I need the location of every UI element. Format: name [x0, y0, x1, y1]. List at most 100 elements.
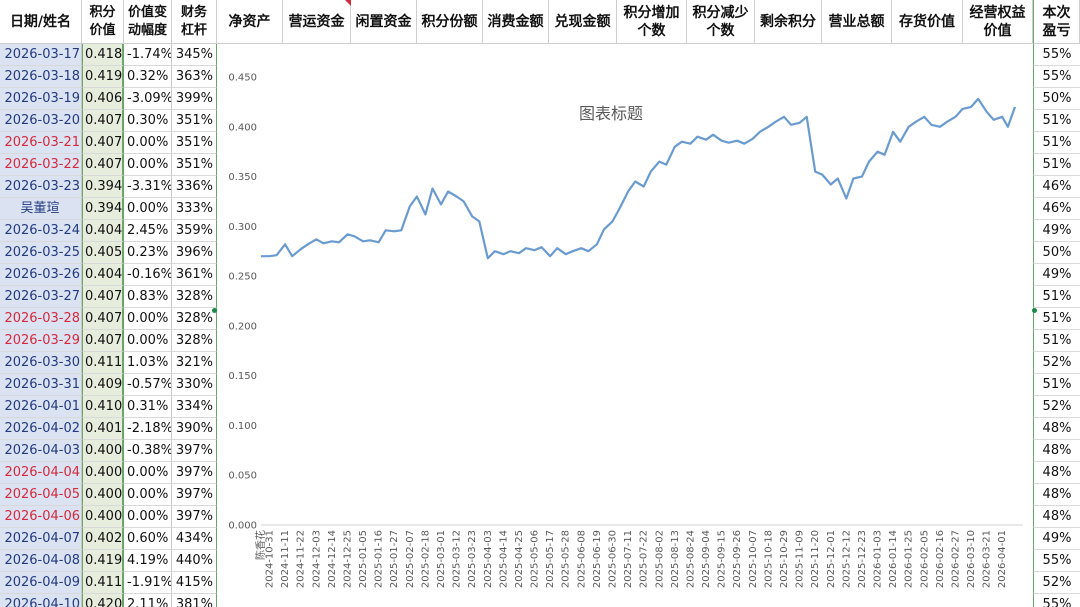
leverage-cell[interactable]: 399% [172, 88, 217, 110]
header-net-assets[interactable]: 净资产 [217, 0, 283, 44]
date-cell[interactable]: 2026-03-21 [0, 132, 82, 154]
header-consume-amount[interactable]: 消费金额 [483, 0, 549, 44]
leverage-cell[interactable]: 328% [172, 286, 217, 308]
date-cell[interactable]: 2026-04-01 [0, 396, 82, 418]
value-cell[interactable]: 0.420 [82, 594, 124, 607]
change-cell[interactable]: 4.19% [124, 550, 172, 572]
date-cell[interactable]: 2026-04-07 [0, 528, 82, 550]
profit-cell[interactable]: 55% [1033, 66, 1080, 88]
date-cell[interactable]: 2026-03-25 [0, 242, 82, 264]
change-cell[interactable]: 0.00% [124, 484, 172, 506]
header-points-share[interactable]: 积分份额 [417, 0, 483, 44]
value-cell[interactable]: 0.407 [82, 154, 124, 176]
change-cell[interactable]: 2.11% [124, 594, 172, 607]
profit-cell[interactable]: 46% [1033, 198, 1080, 220]
leverage-cell[interactable]: 345% [172, 44, 217, 66]
leverage-cell[interactable]: 359% [172, 220, 217, 242]
change-cell[interactable]: -0.57% [124, 374, 172, 396]
value-cell[interactable]: 0.419 [82, 66, 124, 88]
profit-cell[interactable]: 52% [1033, 396, 1080, 418]
leverage-cell[interactable]: 440% [172, 550, 217, 572]
leverage-cell[interactable]: 328% [172, 308, 217, 330]
value-cell[interactable]: 0.407 [82, 330, 124, 352]
profit-cell[interactable]: 55% [1033, 594, 1080, 607]
leverage-cell[interactable]: 397% [172, 484, 217, 506]
change-cell[interactable]: 1.03% [124, 352, 172, 374]
value-cell[interactable]: 0.401 [82, 418, 124, 440]
value-cell[interactable]: 0.400 [82, 462, 124, 484]
change-cell[interactable]: 0.00% [124, 330, 172, 352]
date-cell[interactable]: 2026-04-06 [0, 506, 82, 528]
date-cell[interactable]: 2026-03-23 [0, 176, 82, 198]
value-cell[interactable]: 0.402 [82, 528, 124, 550]
value-cell[interactable]: 0.404 [82, 220, 124, 242]
date-cell[interactable]: 2026-03-18 [0, 66, 82, 88]
change-cell[interactable]: 0.60% [124, 528, 172, 550]
header-points-decrease[interactable]: 积分减少 个数 [687, 0, 755, 44]
value-cell[interactable]: 0.404 [82, 264, 124, 286]
header-revenue-total[interactable]: 营业总额 [822, 0, 892, 44]
change-cell[interactable]: -0.16% [124, 264, 172, 286]
leverage-cell[interactable]: 333% [172, 198, 217, 220]
header-remaining-points[interactable]: 剩余积分 [755, 0, 822, 44]
leverage-cell[interactable]: 321% [172, 352, 217, 374]
value-cell[interactable]: 0.410 [82, 396, 124, 418]
date-cell[interactable]: 2026-04-08 [0, 550, 82, 572]
date-cell[interactable]: 2026-03-28 [0, 308, 82, 330]
header-leverage[interactable]: 财务 杠杆 [172, 0, 217, 44]
change-cell[interactable]: 2.45% [124, 220, 172, 242]
chart-resize-handle-left[interactable] [212, 308, 217, 313]
date-cell[interactable]: 2026-03-22 [0, 154, 82, 176]
change-cell[interactable]: -0.38% [124, 440, 172, 462]
leverage-cell[interactable]: 351% [172, 110, 217, 132]
header-working-capital[interactable]: 营运资金 [283, 0, 351, 44]
value-cell[interactable]: 0.407 [82, 132, 124, 154]
change-cell[interactable]: 0.00% [124, 132, 172, 154]
profit-cell[interactable]: 50% [1033, 88, 1080, 110]
date-cell[interactable]: 2026-03-26 [0, 264, 82, 286]
date-cell[interactable]: 2026-04-10 [0, 594, 82, 607]
profit-cell[interactable]: 55% [1033, 44, 1080, 66]
chart-title[interactable]: 图表标题 [579, 104, 643, 123]
value-cell[interactable]: 0.406 [82, 88, 124, 110]
profit-cell[interactable]: 52% [1033, 352, 1080, 374]
profit-cell[interactable]: 52% [1033, 572, 1080, 594]
profit-cell[interactable]: 49% [1033, 264, 1080, 286]
value-cell[interactable]: 0.407 [82, 308, 124, 330]
date-cell[interactable]: 2026-03-20 [0, 110, 82, 132]
header-profit[interactable]: 本次 盈亏 [1033, 0, 1080, 44]
profit-cell[interactable]: 50% [1033, 242, 1080, 264]
leverage-cell[interactable]: 363% [172, 66, 217, 88]
leverage-cell[interactable]: 351% [172, 154, 217, 176]
chart-resize-handle-right[interactable] [1032, 308, 1037, 313]
change-cell[interactable]: 0.23% [124, 242, 172, 264]
date-cell[interactable]: 2026-04-05 [0, 484, 82, 506]
leverage-cell[interactable]: 390% [172, 418, 217, 440]
leverage-cell[interactable]: 351% [172, 132, 217, 154]
value-cell[interactable]: 0.405 [82, 242, 124, 264]
leverage-cell[interactable]: 334% [172, 396, 217, 418]
date-cell[interactable]: 2026-03-17 [0, 44, 82, 66]
header-change[interactable]: 价值变 动幅度 [124, 0, 172, 44]
date-cell[interactable]: 吴董瑄 [0, 198, 82, 220]
profit-cell[interactable]: 51% [1033, 132, 1080, 154]
leverage-cell[interactable]: 396% [172, 242, 217, 264]
leverage-cell[interactable]: 328% [172, 330, 217, 352]
header-idle-capital[interactable]: 闲置资金 [351, 0, 417, 44]
profit-cell[interactable]: 48% [1033, 462, 1080, 484]
value-cell[interactable]: 0.409 [82, 374, 124, 396]
profit-cell[interactable]: 48% [1033, 506, 1080, 528]
date-cell[interactable]: 2026-04-02 [0, 418, 82, 440]
date-cell[interactable]: 2026-04-04 [0, 462, 82, 484]
leverage-cell[interactable]: 330% [172, 374, 217, 396]
chart-area[interactable]: 图表标题 0.000 0.050 0.100 0.150 0.200 0.250 0.300… [212, 44, 1037, 607]
value-cell[interactable]: 0.400 [82, 506, 124, 528]
profit-cell[interactable]: 48% [1033, 440, 1080, 462]
profit-cell[interactable]: 51% [1033, 286, 1080, 308]
change-cell[interactable]: 0.00% [124, 198, 172, 220]
profit-cell[interactable]: 51% [1033, 308, 1080, 330]
line-chart[interactable]: 图表标题 0.000 0.050 0.100 0.150 0.200 0.250 0.300… [217, 44, 1033, 607]
header-points-increase[interactable]: 积分增加 个数 [617, 0, 687, 44]
date-cell[interactable]: 2026-03-19 [0, 88, 82, 110]
change-cell[interactable]: -1.74% [124, 44, 172, 66]
